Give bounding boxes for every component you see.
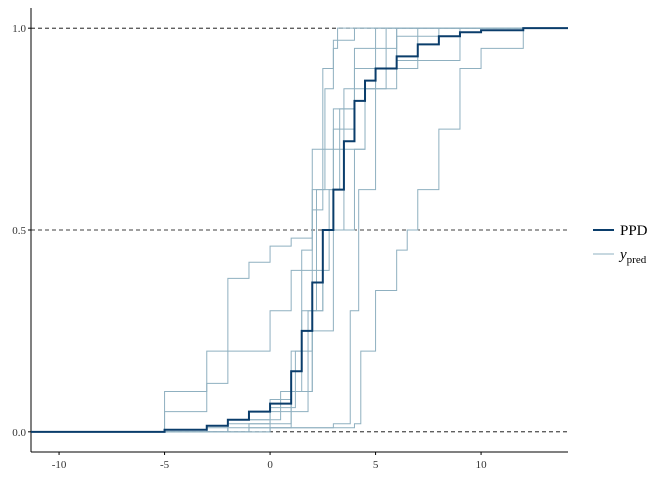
x-tick-label: 5 [373,459,379,471]
ecdf-line [31,27,568,433]
x-tick-label: -5 [160,459,170,471]
x-tick-label: 10 [476,459,488,471]
ecdf-line [31,27,568,433]
y-tick-label: 1.0 [12,23,26,35]
y-tick-label: 0.5 [12,225,26,237]
legend-label: PPD [620,223,648,239]
ecdf-line [31,27,568,433]
legend-label: ypred [618,247,647,266]
y-tick-label: 0.0 [12,427,26,439]
x-tick-label: 0 [267,459,273,471]
x-tick-label: -10 [52,459,67,471]
legend-text: PPD [620,223,648,239]
legend-text: y [618,247,627,263]
legend-subscript: pred [627,254,647,266]
